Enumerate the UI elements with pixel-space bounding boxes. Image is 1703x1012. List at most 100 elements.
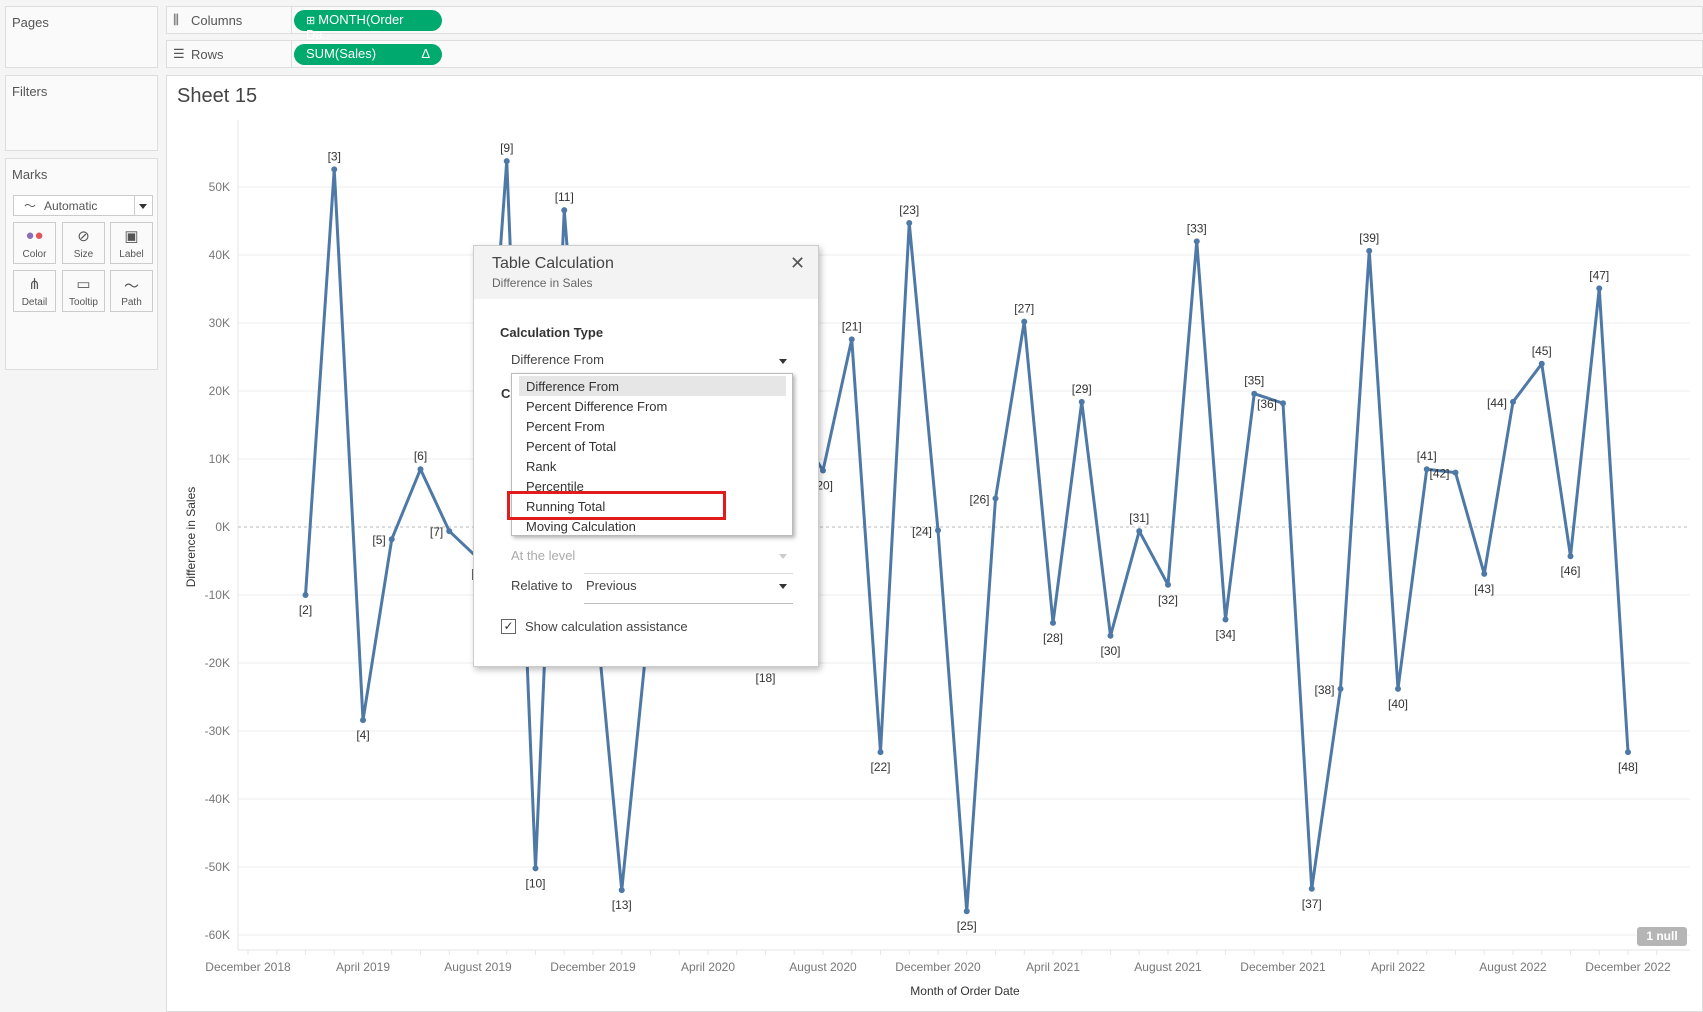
color-button[interactable]: ●● Color <box>13 222 56 264</box>
data-label: [47] <box>1589 268 1609 282</box>
size-icon: ⊘ <box>77 228 90 245</box>
x-tick-label: December 2020 <box>895 960 981 974</box>
data-point[interactable] <box>331 166 338 173</box>
data-point[interactable] <box>1136 528 1143 535</box>
marks-label: Marks <box>12 167 48 182</box>
rows-icon: ☰ <box>173 46 185 61</box>
relative-to-dropdown[interactable]: Previous <box>584 576 793 604</box>
data-label: [11] <box>555 190 574 204</box>
data-point[interactable] <box>877 749 884 756</box>
data-label: [41] <box>1417 449 1437 463</box>
y-tick-label: 0K <box>215 520 230 534</box>
calc-option-percent-of-total[interactable]: Percent of Total <box>526 439 617 454</box>
data-label: [39] <box>1359 231 1379 245</box>
calc-type-label: Calculation Type <box>500 325 604 340</box>
x-tick-label: April 2022 <box>1371 960 1425 974</box>
data-point[interactable] <box>1452 469 1459 476</box>
label-icon: ▣ <box>124 228 139 245</box>
data-label: [36] <box>1257 397 1277 411</box>
x-tick-label: August 2021 <box>1134 960 1202 974</box>
y-tick-label: -50K <box>205 860 230 874</box>
data-point[interactable] <box>992 495 999 502</box>
data-point[interactable] <box>1538 360 1545 367</box>
data-point[interactable] <box>618 887 625 894</box>
data-point[interactable] <box>388 536 395 543</box>
data-point[interactable] <box>1596 285 1603 292</box>
data-point[interactable] <box>532 865 539 872</box>
data-point[interactable] <box>1078 398 1085 405</box>
data-point[interactable] <box>1050 619 1056 626</box>
calc-type-options: Difference From Percent Difference From Pe… <box>511 373 793 536</box>
data-label: [34] <box>1215 627 1235 641</box>
dialog-title: Table Calculation <box>492 255 614 272</box>
data-point[interactable] <box>503 158 510 165</box>
data-point[interactable] <box>1021 318 1028 325</box>
dialog-subtitle: Difference in Sales <box>492 276 593 290</box>
label-button[interactable]: ▣ Label <box>110 222 153 264</box>
calc-option-running-total[interactable]: Running Total <box>526 499 606 514</box>
mark-type-dropdown[interactable]: 〜 Automatic <box>13 195 153 216</box>
data-label: [48] <box>1618 760 1638 774</box>
data-point[interactable] <box>1567 553 1574 560</box>
data-point[interactable] <box>1193 238 1200 245</box>
filters-shelf[interactable]: Filters <box>5 75 158 151</box>
calc-option-percent-difference-from[interactable]: Percent Difference From <box>526 399 668 414</box>
x-tick-label: August 2020 <box>789 960 857 974</box>
data-point[interactable] <box>417 466 424 473</box>
data-point[interactable] <box>1366 247 1373 254</box>
data-point[interactable] <box>1423 466 1430 473</box>
detail-button[interactable]: ⋔ Detail <box>13 270 56 312</box>
table-calc-delta-icon: Δ <box>421 46 430 61</box>
calc-type-dropdown[interactable]: Difference From <box>511 352 793 372</box>
data-label: [2] <box>299 603 312 617</box>
data-point[interactable] <box>302 592 309 598</box>
data-label: [4] <box>356 728 369 742</box>
data-point[interactable] <box>561 207 568 214</box>
path-button[interactable]: 〜 Path <box>110 270 153 312</box>
null-indicator[interactable]: 1 null <box>1637 927 1687 946</box>
calc-option-rank[interactable]: Rank <box>526 459 557 474</box>
data-point[interactable] <box>1222 616 1229 623</box>
close-icon[interactable]: ✕ <box>790 253 806 273</box>
data-point[interactable] <box>1165 581 1171 588</box>
data-point[interactable] <box>1510 398 1516 405</box>
data-point[interactable] <box>848 336 855 343</box>
data-point[interactable] <box>446 528 453 535</box>
calc-option-difference-from[interactable]: Difference From <box>519 376 786 396</box>
data-point[interactable] <box>360 717 366 724</box>
y-tick-label: -10K <box>205 588 230 602</box>
rows-shelf[interactable]: ☰ Rows SUM(Sales) Δ <box>166 40 1703 68</box>
data-label: [32] <box>1158 593 1178 607</box>
rows-pill[interactable]: SUM(Sales) Δ <box>294 44 442 65</box>
data-point[interactable] <box>1280 400 1286 407</box>
columns-pill[interactable]: ⊞ MONTH(Order Da.. <box>294 10 442 42</box>
size-button[interactable]: ⊘ Size <box>62 222 105 264</box>
data-point[interactable] <box>1395 685 1401 692</box>
data-point[interactable] <box>906 220 913 227</box>
show-assist-checkbox[interactable]: ✓ <box>501 619 516 634</box>
calc-option-percentile[interactable]: Percentile <box>526 479 584 494</box>
columns-shelf[interactable]: ⫼ Columns ⊞ MONTH(Order Da.. <box>166 6 1703 42</box>
x-tick-label: August 2022 <box>1479 960 1547 974</box>
data-point[interactable] <box>935 527 941 534</box>
data-point[interactable] <box>820 467 826 474</box>
data-point[interactable] <box>1107 632 1114 639</box>
calc-option-moving-calculation[interactable]: Moving Calculation <box>526 519 636 534</box>
data-point[interactable] <box>1337 685 1344 692</box>
y-tick-label: 40K <box>209 248 230 262</box>
tooltip-button[interactable]: ▭ Tooltip <box>62 270 105 312</box>
y-tick-label: -60K <box>205 928 230 942</box>
data-point[interactable] <box>1625 749 1631 756</box>
chevron-down-icon <box>779 359 787 364</box>
data-point[interactable] <box>1251 390 1258 397</box>
show-assist-label[interactable]: Show calculation assistance <box>525 619 688 634</box>
data-label: [29] <box>1072 382 1092 396</box>
data-point[interactable] <box>1481 570 1488 577</box>
x-tick-label: December 2021 <box>1240 960 1326 974</box>
data-point[interactable] <box>963 908 970 915</box>
pages-shelf[interactable]: Pages <box>5 6 158 68</box>
data-label: [24] <box>912 524 932 538</box>
calc-option-percent-from[interactable]: Percent From <box>526 419 605 434</box>
rows-label: Rows <box>191 47 224 62</box>
data-point[interactable] <box>1308 885 1315 892</box>
